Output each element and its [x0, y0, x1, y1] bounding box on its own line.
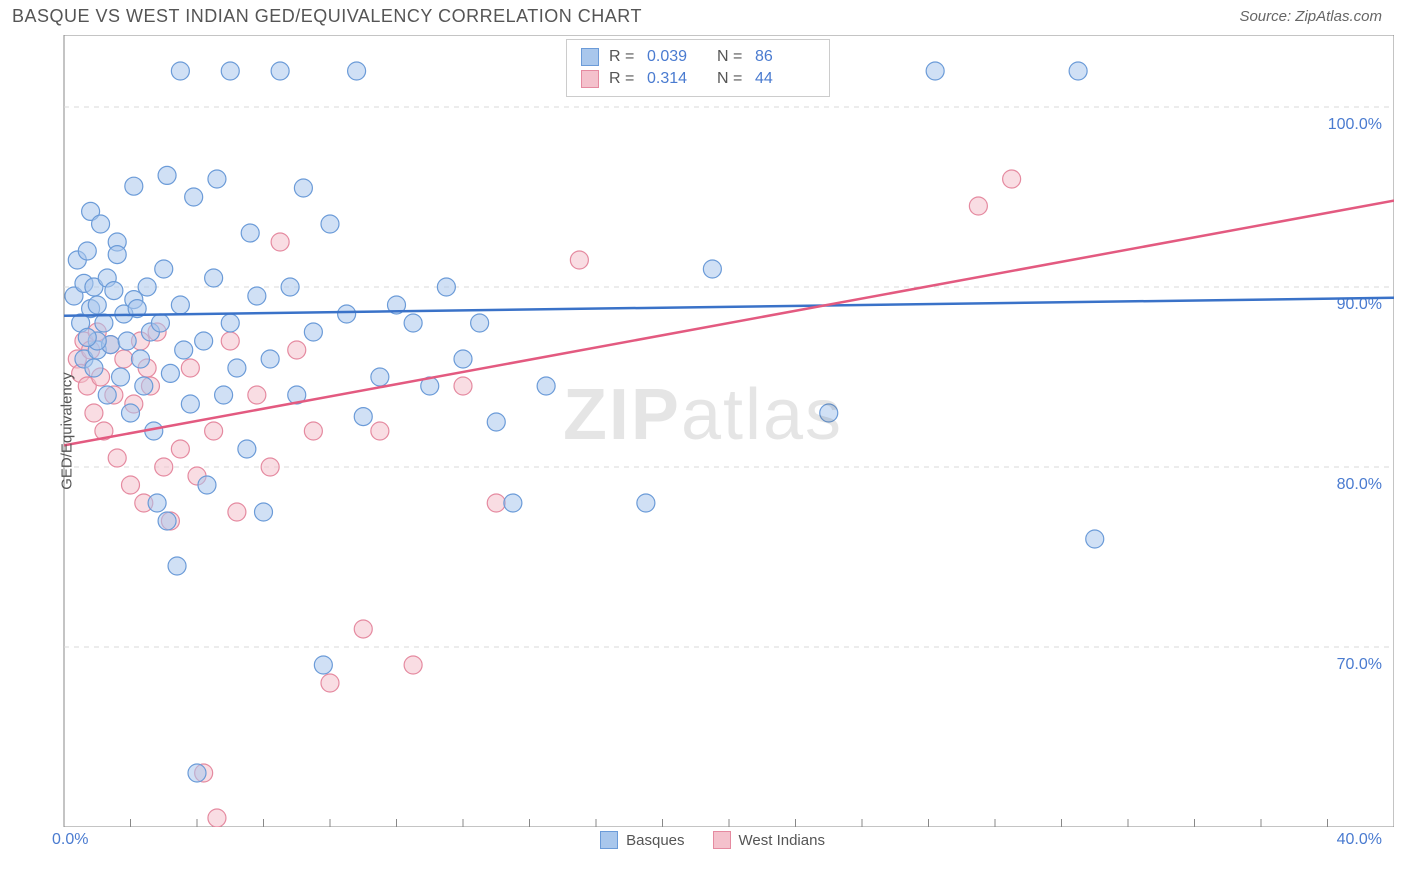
series-legend-item: West Indians	[713, 831, 825, 849]
y-axis-label: GED/Equivalency	[58, 372, 75, 490]
svg-text:70.0%: 70.0%	[1337, 656, 1382, 673]
legend-r-value: 0.039	[647, 48, 707, 66]
legend-r-label: R =	[609, 70, 637, 88]
svg-text:80.0%: 80.0%	[1337, 476, 1382, 493]
legend-swatch	[581, 48, 599, 66]
legend-swatch	[713, 831, 731, 849]
chart-area: GED/Equivalency 70.0%80.0%90.0%100.0% ZI…	[12, 35, 1394, 827]
correlation-legend: R = 0.039 N = 86 R = 0.314 N = 44	[566, 39, 830, 97]
chart-footer: 0.0% Basques West Indians 40.0%	[0, 827, 1406, 849]
legend-r-label: R =	[609, 48, 637, 66]
chart-header: BASQUE VS WEST INDIAN GED/EQUIVALENCY CO…	[0, 0, 1406, 33]
correlation-legend-row: R = 0.314 N = 44	[581, 68, 815, 90]
scatter-plot-svg: 70.0%80.0%90.0%100.0%	[12, 35, 1394, 827]
series-legend-label: West Indians	[739, 832, 825, 849]
x-axis-max-label: 40.0%	[1337, 831, 1382, 849]
series-legend-item: Basques	[600, 831, 684, 849]
correlation-legend-row: R = 0.039 N = 86	[581, 46, 815, 68]
legend-n-value: 44	[755, 70, 815, 88]
legend-n-label: N =	[717, 48, 745, 66]
svg-text:100.0%: 100.0%	[1328, 116, 1382, 133]
legend-swatch	[581, 70, 599, 88]
legend-swatch	[600, 831, 618, 849]
legend-n-value: 86	[755, 48, 815, 66]
series-legend: Basques West Indians	[600, 831, 825, 849]
legend-r-value: 0.314	[647, 70, 707, 88]
chart-title: BASQUE VS WEST INDIAN GED/EQUIVALENCY CO…	[12, 6, 642, 27]
series-legend-label: Basques	[626, 832, 684, 849]
chart-source: Source: ZipAtlas.com	[1239, 8, 1382, 25]
legend-n-label: N =	[717, 70, 745, 88]
x-axis-min-label: 0.0%	[52, 831, 88, 849]
